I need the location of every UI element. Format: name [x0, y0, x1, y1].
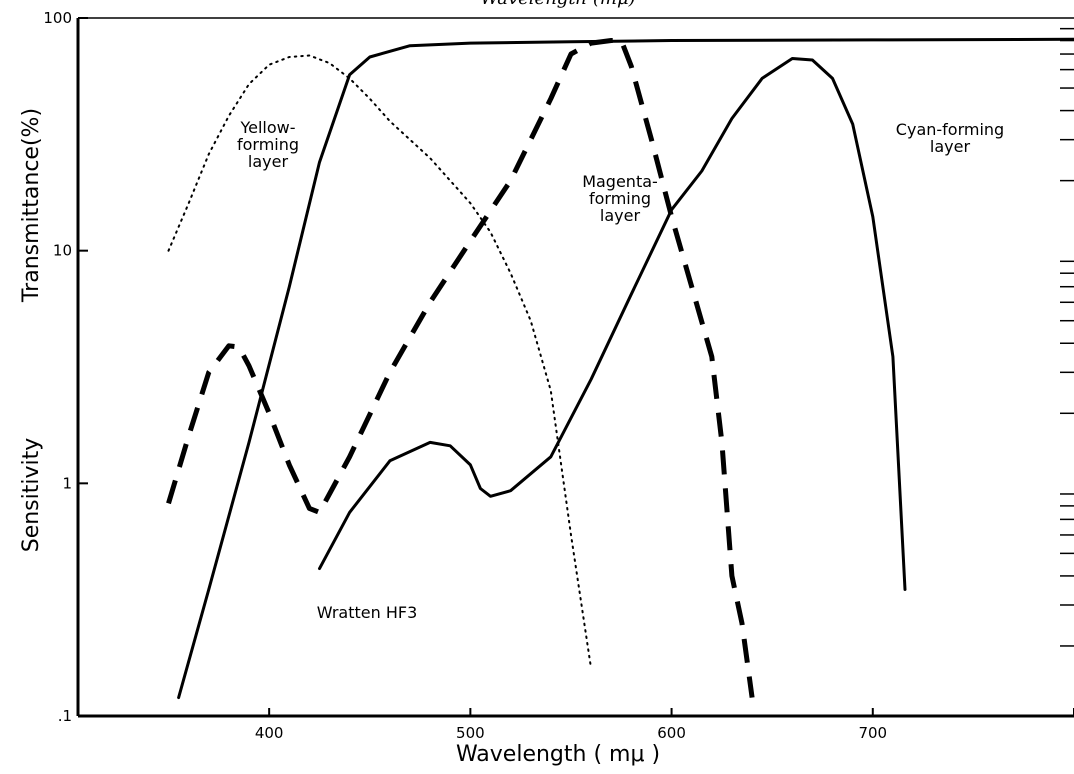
- y-tick-label: 10: [53, 242, 72, 260]
- y-tick-label: 100: [43, 9, 72, 27]
- top-axis-label: Wavelength (mμ): [480, 0, 635, 9]
- y-tick-label: .1: [58, 707, 72, 725]
- wratten-hf3-label: Wratten HF3: [317, 603, 418, 622]
- series-group: [166, 37, 1074, 700]
- annotation-group: Yellow-forming layer Magenta-forming layer C…: [237, 118, 1004, 622]
- x-axis-label: Wavelength ( mμ ): [456, 742, 660, 767]
- x-tick-label: 400: [255, 724, 284, 742]
- magenta-forming-layer-label: Magenta-forming layer: [582, 172, 658, 225]
- cyan-forming-layer-label: Cyan-forming layer: [896, 120, 1004, 156]
- cyan-forming-layer-curve: [318, 57, 907, 591]
- x-tick-label: 500: [456, 724, 485, 742]
- right-tick-group: [1060, 27, 1074, 647]
- plot-frame: [76, 17, 1074, 718]
- x-tick-label: 700: [858, 724, 887, 742]
- y-axis-label-sensitivity: Sensitivity: [19, 438, 44, 553]
- y-axis-label-transmittance: Transmittance(%): [19, 108, 44, 303]
- magenta-forming-layer-curve: [166, 38, 755, 698]
- wratten-hf3-curve: [177, 37, 1074, 700]
- y-tick-label: 1: [62, 474, 72, 492]
- yellow-forming-layer-label: Yellow-forming layer: [237, 118, 299, 171]
- tick-group: 400 500 600 700 .1 1 10 100: [43, 9, 1074, 742]
- yellow-forming-layer-curve: [167, 54, 593, 670]
- x-tick-label: 600: [657, 724, 686, 742]
